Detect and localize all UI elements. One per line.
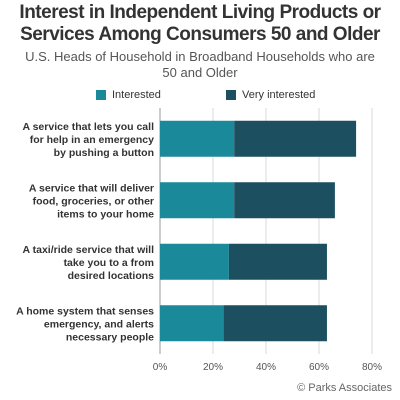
bar-interested xyxy=(160,243,229,280)
legend-label-interested: Interested xyxy=(112,89,161,101)
chart-title: Interest in Independent Living Products … xyxy=(19,2,381,45)
bar-very-interested xyxy=(223,305,327,342)
category-label: A service that lets you call for help in … xyxy=(22,121,154,159)
bar-very-interested xyxy=(228,243,327,280)
category-label-line: A service that lets you call xyxy=(22,121,154,133)
legend-item-interested: Interested xyxy=(96,89,161,101)
category-label-line: A home system that senses xyxy=(16,305,154,317)
category-label-line: take you to a from xyxy=(64,257,154,269)
bar-interested xyxy=(160,182,235,219)
category-label-line: emergency, and alerts xyxy=(44,318,154,330)
bar-very-interested xyxy=(234,182,335,219)
chart-subtitle: U.S. Heads of Household in Broadband Hou… xyxy=(25,49,375,80)
category-label-line: desired locations xyxy=(68,270,155,282)
category-label: A home system that senses emergency, and … xyxy=(16,305,154,343)
legend-swatch-very-interested xyxy=(226,90,236,100)
category-label: A service that will deliver food, groceri… xyxy=(29,182,154,220)
legend-swatch-interested xyxy=(96,90,106,100)
x-tick-label: 40% xyxy=(256,362,276,373)
category-label-line: food, groceries, or other xyxy=(33,195,154,207)
category-label-line: by pushing a button xyxy=(54,147,154,159)
category-label-line: A taxi/ride service that will xyxy=(23,244,155,256)
category-label: A taxi/ride service that will take you to… xyxy=(23,244,155,282)
x-tick-label: 80% xyxy=(362,362,382,373)
bar-very-interested xyxy=(234,120,357,157)
bar-interested xyxy=(160,120,235,157)
bar-interested xyxy=(160,305,224,342)
copyright-footer: © Parks Associates xyxy=(297,382,392,394)
legend: Interested Very interested xyxy=(0,89,400,105)
legend-label-very-interested: Very interested xyxy=(242,89,316,101)
legend-item-very-interested: Very interested xyxy=(226,89,315,101)
x-tick-label: 20% xyxy=(203,362,223,373)
x-tick-label: 60% xyxy=(309,362,329,373)
category-label-line: items to your home xyxy=(57,208,154,220)
category-label-line: for help in an emergency xyxy=(30,134,154,146)
category-label-line: A service that will deliver xyxy=(29,182,154,194)
x-tick-label: 0% xyxy=(153,362,168,373)
category-label-line: necessary people xyxy=(66,331,154,343)
